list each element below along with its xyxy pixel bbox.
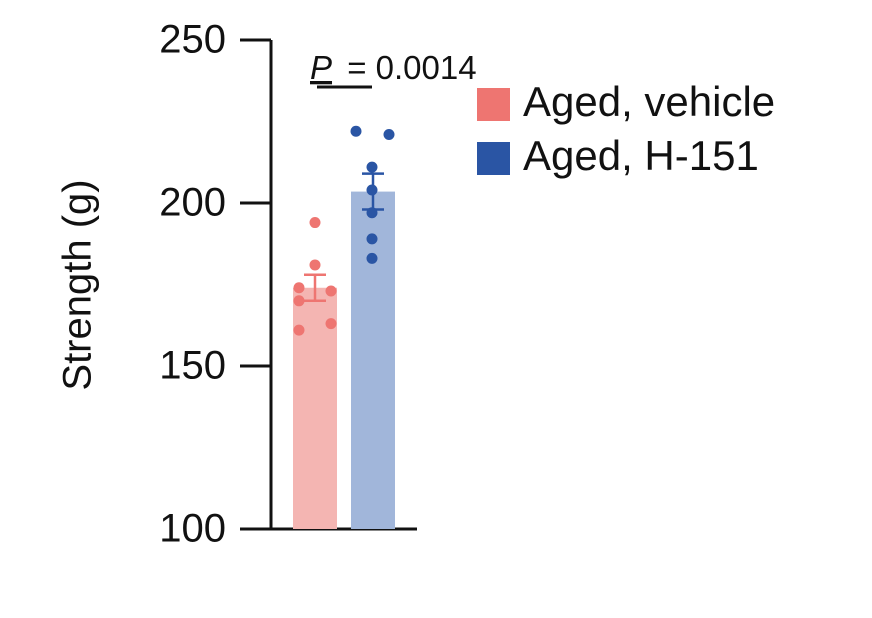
y-tick-label-150: 150 bbox=[159, 344, 226, 388]
data-point-aged-vehicle bbox=[293, 282, 305, 294]
legend-swatch-aged-vehicle bbox=[477, 88, 510, 121]
p-value-annotation: P = 0.0014 bbox=[310, 49, 477, 86]
legend-label-aged-vehicle: Aged, vehicle bbox=[523, 78, 775, 125]
data-point-aged-vehicle bbox=[293, 295, 305, 307]
y-axis-title: Strength (g) bbox=[56, 179, 100, 390]
points-aged-vehicle bbox=[293, 217, 337, 336]
legend-label-aged-h151: Aged, H-151 bbox=[523, 132, 759, 179]
p-value: = 0.0014 bbox=[347, 49, 476, 86]
legend: Aged, vehicle Aged, H-151 bbox=[477, 78, 775, 179]
data-point-aged-h151 bbox=[366, 184, 378, 196]
y-tick-label-200: 200 bbox=[159, 181, 226, 225]
points-aged-h151 bbox=[350, 125, 395, 264]
data-point-aged-h151 bbox=[350, 125, 362, 137]
data-point-aged-vehicle bbox=[325, 318, 337, 330]
data-point-aged-h151 bbox=[366, 161, 378, 173]
data-point-aged-h151 bbox=[366, 233, 378, 245]
data-point-aged-vehicle bbox=[293, 324, 305, 336]
legend-swatch-aged-h151 bbox=[477, 142, 510, 175]
data-point-aged-h151 bbox=[383, 129, 395, 141]
data-point-aged-vehicle bbox=[325, 285, 337, 297]
y-tick-label-100: 100 bbox=[159, 507, 226, 551]
data-point-aged-vehicle bbox=[309, 217, 321, 229]
error-bar-aged-vehicle bbox=[304, 273, 326, 303]
data-point-aged-h151 bbox=[366, 207, 378, 219]
bar-aged-h151 bbox=[351, 191, 395, 529]
data-point-aged-vehicle bbox=[309, 259, 321, 271]
data-point-aged-h151 bbox=[366, 252, 378, 264]
p-label: P bbox=[310, 49, 332, 86]
y-tick-label-250: 250 bbox=[159, 18, 226, 62]
